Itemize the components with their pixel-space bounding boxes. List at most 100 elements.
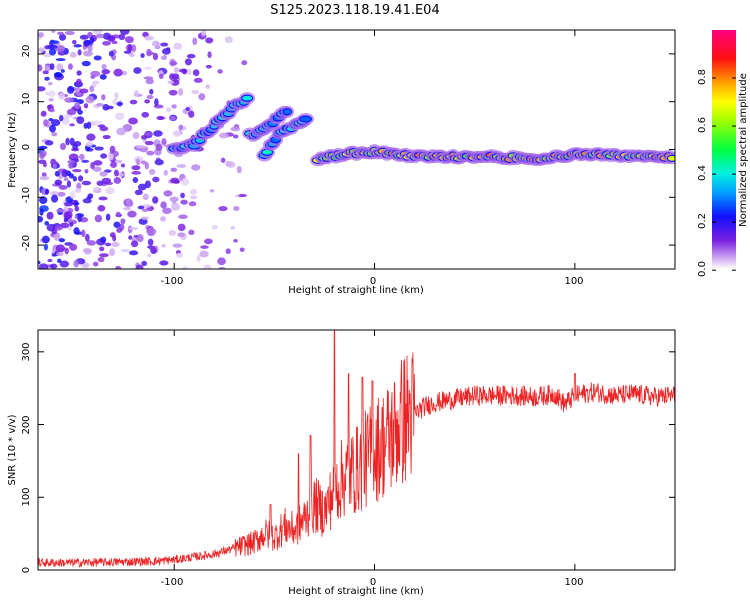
spectrogram-noise-blob — [178, 214, 188, 220]
spectrogram-noise-blob — [59, 114, 64, 122]
spectrogram-noise-blob — [128, 235, 133, 240]
spectrogram-tones — [166, 92, 675, 167]
spectrogram-noise-blob — [168, 229, 177, 236]
spectrogram-noise-blob — [76, 91, 83, 97]
spectrogram-noise-blob — [169, 196, 179, 202]
spectrogram-noise-blob — [89, 85, 95, 93]
spectrogram-noise-blob — [84, 168, 89, 174]
spectrogram-noise-blob — [82, 198, 92, 204]
spectrogram-noise-blob — [136, 234, 144, 243]
spectrogram-panel: -100 0 100 Height of straight line (km) … — [7, 29, 676, 296]
colorbar: 0.0 0.2 0.4 0.6 0.8 Normalized spectral … — [697, 30, 749, 277]
spectrogram-noise-blob — [201, 30, 207, 37]
spectrogram-noise-blob — [191, 164, 201, 171]
spectrogram-noise-blob — [238, 193, 247, 198]
spectrogram-noise-blob — [152, 52, 159, 61]
spectrogram-ytick-label: 0 — [21, 144, 32, 150]
spectrogram-noise-blob — [144, 132, 153, 137]
spectrogram-noise-blob — [141, 134, 148, 140]
spectrogram-noise-blob — [107, 153, 114, 161]
spectrogram-noise-blob — [43, 119, 48, 127]
spectrogram-noise-blob — [92, 187, 100, 191]
spectrogram-noise-blob — [102, 134, 111, 140]
spectrogram-noise-blob — [110, 161, 117, 168]
spectrogram-noise-blob — [69, 137, 75, 146]
spectrogram-noise-blob — [146, 150, 155, 156]
spectrogram-noise-blob — [180, 192, 185, 199]
spectrogram-noise-blob — [241, 60, 248, 66]
spectrogram-noise-blob — [92, 261, 99, 267]
spectrogram-noise-blob — [184, 58, 192, 66]
spectrogram-noise-blob — [193, 77, 203, 83]
spectrogram-noise-blob — [73, 260, 80, 268]
spectrogram-noise-blob — [130, 240, 139, 248]
spectrogram-noise-blob — [163, 169, 168, 176]
spectrogram-noise-blob — [51, 253, 57, 257]
spectrogram-noise-blob — [85, 95, 95, 104]
spectrogram-noise-blob — [39, 175, 50, 181]
colorbar-tick-label: 0.2 — [697, 213, 708, 229]
spectrogram-noise-blob — [158, 73, 164, 80]
spectrogram-noise-blob — [57, 31, 64, 36]
spectrogram-noise-blob — [154, 159, 164, 166]
spectrogram-noise-blob — [39, 208, 44, 216]
spectrogram-noise-blob — [39, 152, 45, 159]
spectrogram-noise-blob — [63, 211, 73, 219]
spectrogram-noise-blob — [56, 251, 64, 256]
spectrogram-noise-blob — [57, 191, 66, 197]
spectrogram-noise-blob — [42, 70, 49, 75]
spectrogram-noise-blob — [44, 45, 52, 50]
spectrogram-noise-blob — [116, 101, 123, 107]
spectrogram-noise-blob — [102, 104, 110, 111]
spectrogram-xtick-label: -100 — [161, 276, 184, 287]
spectrogram-noise-blob — [67, 160, 76, 164]
spectrogram-tone-core — [668, 155, 675, 161]
spectrogram-noise-blob — [156, 115, 164, 121]
spectrogram-noise-blob — [38, 215, 44, 223]
spectrogram-noise-blob — [58, 33, 67, 41]
spectrogram-noise-blob — [160, 42, 169, 47]
spectrogram-noise-blob — [59, 260, 70, 268]
spectrogram-noise-blob — [74, 205, 80, 212]
spectrogram-noise-blob — [90, 75, 96, 79]
spectrogram-noise-blob — [66, 108, 77, 116]
spectrogram-noise-blob — [199, 250, 209, 258]
spectrogram-noise-blob — [148, 168, 156, 176]
spectrogram-noise-blob — [112, 235, 117, 242]
spectrogram-noise-blob — [122, 207, 131, 211]
spectrogram-noise-blob — [49, 124, 56, 133]
spectrogram-noise-blob — [120, 218, 126, 225]
spectrogram-noise-blob — [171, 73, 180, 80]
spectrogram-noise-blob — [77, 175, 84, 182]
spectrogram-noise-blob — [218, 266, 226, 269]
spectrogram-noise-blob — [76, 116, 85, 124]
spectrogram-noise-blob — [116, 227, 123, 233]
spectrogram-noise-blob — [125, 198, 131, 206]
spectrogram-noise-blob — [44, 76, 50, 81]
spectrogram-noise-blob — [51, 30, 56, 34]
spectrogram-noise-blob — [172, 243, 183, 248]
spectrogram-noise-blob — [120, 163, 125, 168]
spectrogram-noise-blob — [83, 50, 93, 57]
spectrogram-noise-blob — [152, 176, 160, 183]
spectrogram-noise-blob — [67, 63, 73, 70]
spectrogram-noise-blob — [99, 73, 107, 80]
spectrogram-noise-blob — [177, 232, 185, 238]
spectrogram-noise-blob — [101, 69, 111, 75]
spectrogram-noise-blob — [40, 110, 47, 117]
spectrogram-noise-blob — [41, 235, 50, 244]
spectrogram-noise-blob — [128, 250, 139, 256]
spectrogram-noise-blob — [86, 121, 92, 129]
figure-title: S125.2023.118.19.41.E04 — [270, 3, 439, 18]
spectrogram-noise-blob — [170, 177, 180, 184]
spectrogram-noise-blob — [175, 252, 184, 258]
spectrogram-noise-blob — [46, 211, 54, 220]
spectrogram-noise-blob — [94, 214, 103, 223]
spectrogram-noise-blob — [106, 105, 114, 110]
spectrogram-noise-blob — [74, 187, 82, 194]
spectrogram-tone-core — [262, 149, 273, 155]
spectrogram-noise-blob — [92, 30, 103, 34]
spectrogram-noise-blob — [192, 37, 198, 46]
spectrogram-noise-blob — [44, 188, 49, 195]
spectrogram-noise-blob — [205, 64, 212, 69]
